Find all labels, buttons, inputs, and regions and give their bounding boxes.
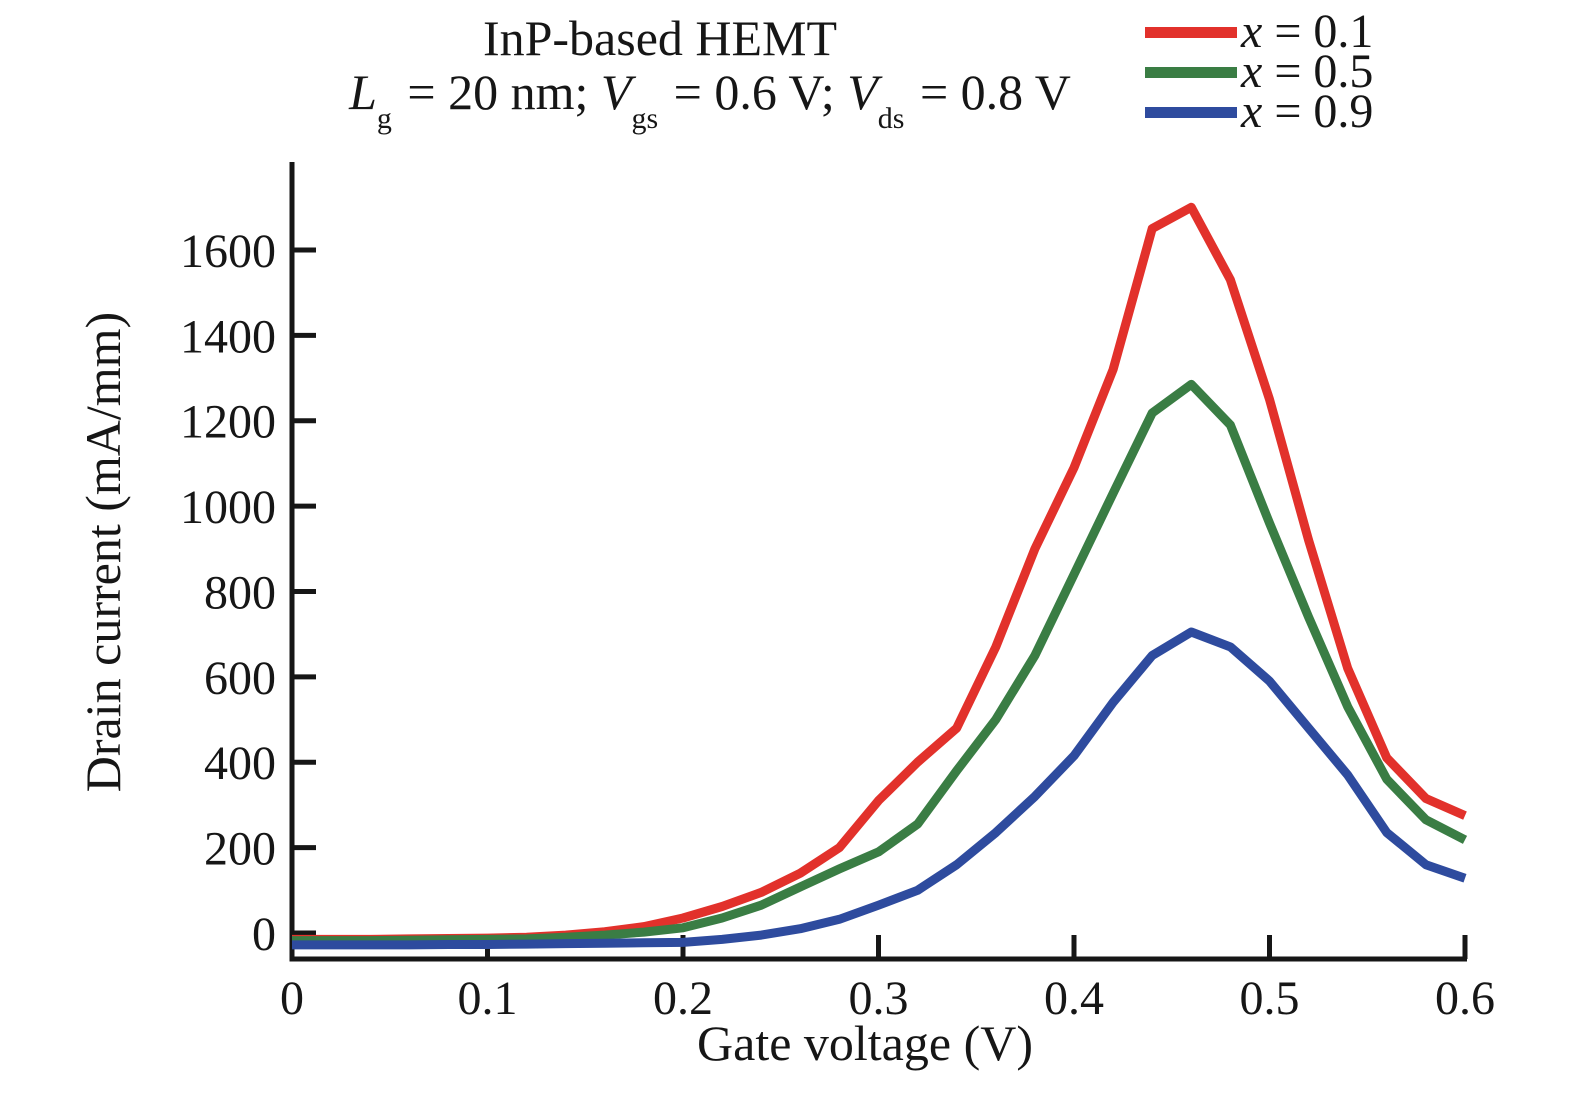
legend-item-x01: x = 0.1 <box>1145 5 1374 58</box>
x-tick-label: 0.5 <box>1240 972 1300 1025</box>
axes <box>289 162 1467 962</box>
curve-series-1 <box>292 379 1468 946</box>
subtitle-var-vgs: V <box>600 64 632 120</box>
subtitle-text-2: = 0.6 V; <box>661 64 848 120</box>
legend-item-x09: x = 0.9 <box>1145 85 1374 138</box>
subtitle-sub-gs: gs <box>631 102 659 136</box>
legend-line-blue <box>1145 106 1237 118</box>
x-tick-label: 0.3 <box>849 972 909 1025</box>
subtitle-text-1: = 20 nm; <box>394 64 601 120</box>
x-tick-label: 0.2 <box>653 972 713 1025</box>
x-axis-title: Gate voltage (V) <box>697 1015 1033 1071</box>
legend-label: x = 0.9 <box>1241 85 1374 138</box>
y-tick-label: 0 <box>252 908 276 961</box>
subtitle-var-vds: V <box>847 64 878 120</box>
chart-subtitle: Lg = 20 nm; Vgs = 0.6 V; Vds = 0.8 V <box>260 64 1160 134</box>
y-tick-label: 800 <box>204 566 276 619</box>
curve-series-2 <box>292 627 1467 950</box>
legend-label: x = 0.5 <box>1241 45 1374 98</box>
y-axis-title: Drain current (mA/mm) <box>75 311 131 793</box>
y-tick-label: 1200 <box>180 396 276 449</box>
legend-item-x05: x = 0.5 <box>1145 45 1374 98</box>
x-tick-label: 0.1 <box>458 972 518 1025</box>
legend: x = 0.1 x = 0.5 x = 0.9 <box>1145 5 1374 138</box>
subtitle-sub-ds: ds <box>877 102 905 136</box>
chart-title: InP-based HEMT <box>482 10 838 66</box>
legend-line-red <box>1145 26 1237 38</box>
y-tick-label: 1600 <box>180 225 276 278</box>
x-tick-label: 0 <box>280 972 304 1025</box>
subtitle-var-lg: L <box>349 64 377 120</box>
y-tick-label: 600 <box>204 652 276 705</box>
subtitle-text-3: = 0.8 V <box>907 64 1071 120</box>
x-tick-label: 0.6 <box>1435 972 1495 1025</box>
y-tick-label: 1000 <box>180 481 276 534</box>
y-tick-label: 400 <box>204 737 276 790</box>
y-tick-label: 200 <box>204 823 276 876</box>
y-tick-label: 1400 <box>180 310 276 363</box>
subtitle-sub-g: g <box>376 102 392 136</box>
legend-line-green <box>1145 66 1237 78</box>
legend-label: x = 0.1 <box>1241 5 1374 58</box>
x-tick-label: 0.4 <box>1044 972 1104 1025</box>
